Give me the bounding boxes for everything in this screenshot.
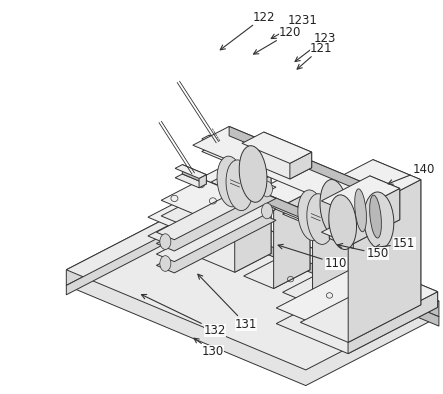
Polygon shape	[229, 126, 361, 191]
Text: 121: 121	[297, 42, 332, 69]
Polygon shape	[202, 135, 233, 149]
Polygon shape	[199, 175, 206, 188]
Ellipse shape	[307, 194, 334, 244]
Text: 131: 131	[198, 274, 257, 331]
Polygon shape	[193, 126, 361, 200]
Polygon shape	[319, 195, 349, 286]
Text: 130: 130	[194, 338, 224, 358]
Ellipse shape	[239, 146, 267, 202]
Polygon shape	[199, 201, 439, 317]
Polygon shape	[148, 190, 252, 238]
Ellipse shape	[364, 192, 394, 249]
Ellipse shape	[355, 189, 366, 232]
Polygon shape	[202, 179, 241, 211]
Polygon shape	[156, 191, 276, 251]
Text: 150: 150	[338, 243, 389, 260]
Polygon shape	[156, 202, 276, 262]
Polygon shape	[348, 180, 421, 342]
Polygon shape	[366, 262, 438, 307]
Polygon shape	[321, 207, 400, 245]
Polygon shape	[373, 160, 421, 305]
Ellipse shape	[160, 234, 171, 249]
Polygon shape	[329, 220, 354, 249]
Polygon shape	[156, 180, 276, 240]
Text: 151: 151	[375, 238, 416, 251]
Polygon shape	[199, 160, 271, 194]
Text: 110: 110	[278, 244, 347, 270]
Text: 1231: 1231	[271, 15, 317, 39]
Polygon shape	[242, 148, 312, 179]
Polygon shape	[200, 195, 241, 232]
Polygon shape	[66, 217, 199, 295]
Polygon shape	[183, 165, 206, 184]
Polygon shape	[199, 211, 252, 257]
Polygon shape	[211, 176, 349, 235]
Polygon shape	[274, 191, 310, 288]
Polygon shape	[244, 179, 310, 210]
Polygon shape	[283, 273, 349, 305]
Ellipse shape	[261, 203, 272, 219]
Ellipse shape	[217, 156, 244, 207]
Text: 122: 122	[220, 11, 275, 50]
Polygon shape	[175, 174, 206, 188]
Polygon shape	[225, 145, 233, 162]
Ellipse shape	[226, 160, 253, 211]
Polygon shape	[199, 238, 271, 272]
Polygon shape	[300, 160, 421, 217]
Polygon shape	[175, 165, 206, 178]
Polygon shape	[202, 148, 233, 162]
Ellipse shape	[261, 181, 272, 197]
Polygon shape	[156, 213, 276, 273]
Polygon shape	[161, 195, 241, 232]
Text: 140: 140	[388, 163, 435, 184]
Polygon shape	[66, 201, 199, 285]
Polygon shape	[264, 132, 312, 168]
Text: 123: 123	[295, 32, 336, 61]
Polygon shape	[148, 208, 252, 257]
Polygon shape	[66, 201, 439, 370]
Ellipse shape	[320, 180, 348, 236]
Text: 120: 120	[253, 26, 301, 54]
Polygon shape	[242, 132, 312, 164]
Polygon shape	[313, 208, 349, 305]
Polygon shape	[235, 160, 271, 253]
Polygon shape	[325, 182, 361, 210]
Ellipse shape	[369, 195, 381, 238]
Polygon shape	[276, 262, 438, 338]
Polygon shape	[223, 176, 349, 238]
Text: 132: 132	[141, 294, 226, 336]
Ellipse shape	[160, 256, 171, 271]
Polygon shape	[290, 152, 312, 179]
Ellipse shape	[298, 190, 325, 241]
Polygon shape	[276, 277, 438, 354]
Polygon shape	[370, 176, 400, 220]
Ellipse shape	[329, 195, 357, 249]
Polygon shape	[235, 175, 271, 272]
Polygon shape	[283, 195, 349, 227]
Polygon shape	[348, 292, 438, 354]
Polygon shape	[199, 217, 439, 326]
Polygon shape	[161, 179, 241, 217]
Polygon shape	[201, 190, 252, 230]
Polygon shape	[300, 285, 421, 342]
Polygon shape	[66, 217, 439, 386]
Polygon shape	[280, 179, 310, 270]
Polygon shape	[244, 257, 310, 288]
Polygon shape	[356, 206, 380, 235]
Polygon shape	[351, 188, 400, 245]
Polygon shape	[329, 206, 356, 238]
Polygon shape	[209, 135, 233, 158]
Polygon shape	[321, 176, 400, 214]
Polygon shape	[337, 229, 349, 244]
